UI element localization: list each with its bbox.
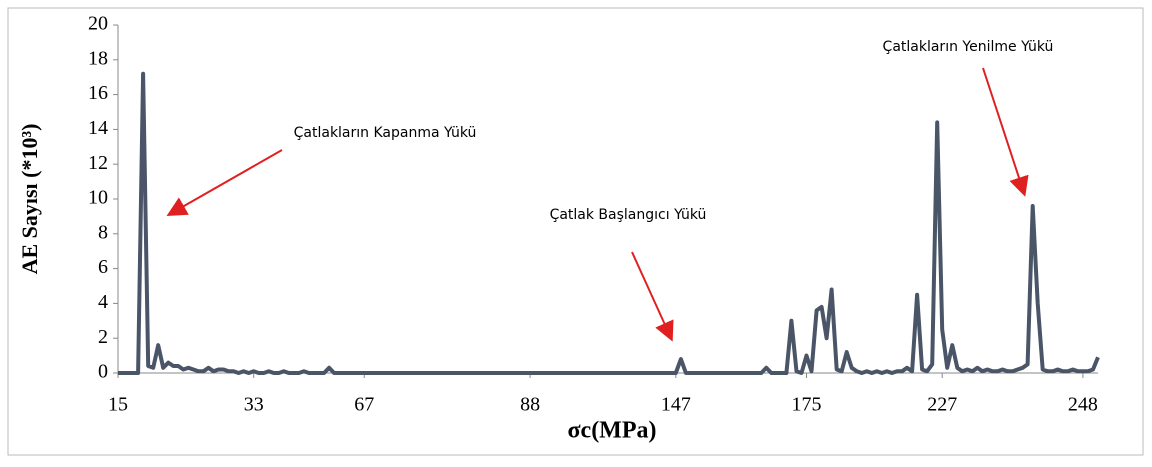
x-tick-label: 248 [1068,394,1098,416]
y-tick-label: 12 [88,152,108,174]
y-tick-label: 10 [88,187,108,209]
arrow [982,67,1029,197]
x-tick-label: 227 [927,394,957,416]
annotation: Çatlakların Kapanma Yükü [294,125,477,141]
y-tick-label: 18 [88,47,108,69]
annotation: Çatlak Başlangıcı Yükü [550,207,707,223]
y-tick-label: 14 [88,117,108,139]
arrow [631,251,674,342]
x-tick-label: 88 [520,394,540,416]
y-tick-label: 6 [98,256,108,278]
x-axis-label: σc(MPa) [567,418,656,444]
annotation: Çatlakların Yenilme Yükü [883,39,1054,55]
data-line [118,71,1100,375]
y-axis-label: AE Sayısı (*10³) [17,124,42,275]
y-tick-label: 4 [98,291,108,313]
x-tick-label: 175 [792,394,822,416]
arrow [166,149,283,216]
x-tick-label: 147 [661,394,691,416]
x-tick-label: 15 [108,394,128,416]
x-tick-label: 33 [244,394,264,416]
y-tick-label: 2 [98,326,108,348]
y-tick-label: 0 [98,361,108,383]
y-tick-label: 8 [98,221,108,243]
x-tick-label: 67 [354,394,374,416]
y-tick-label: 16 [88,82,108,104]
y-tick-label: 20 [88,13,108,35]
chart-frame [7,7,1144,456]
